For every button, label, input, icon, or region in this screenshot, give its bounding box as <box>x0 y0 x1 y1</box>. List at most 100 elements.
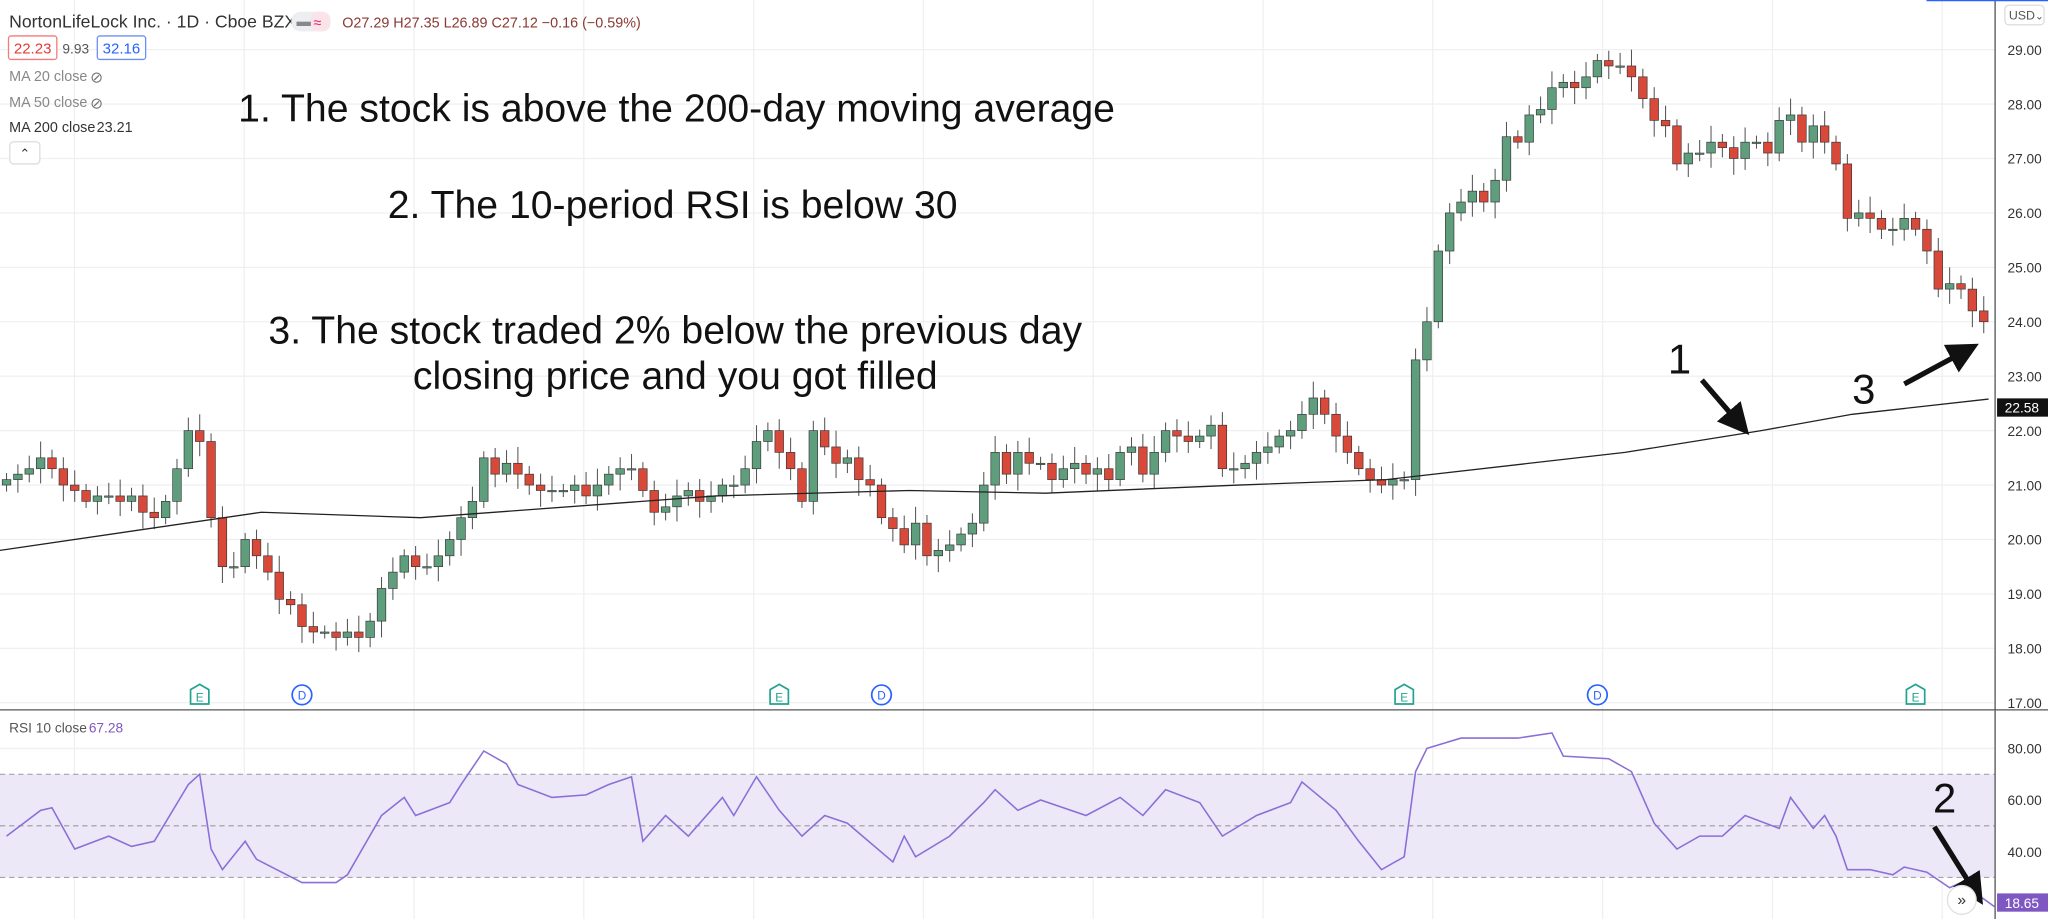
candle[interactable] <box>354 615 364 653</box>
candle[interactable] <box>1865 196 1875 234</box>
candle[interactable] <box>433 539 443 582</box>
indicator-ma50[interactable]: MA 50 close ⊘ <box>9 95 103 112</box>
candle[interactable] <box>888 507 898 542</box>
candle[interactable] <box>456 506 466 556</box>
candle[interactable] <box>820 417 830 456</box>
candle[interactable] <box>910 506 921 560</box>
candle[interactable] <box>1092 457 1103 491</box>
candle[interactable] <box>1285 420 1296 450</box>
candle[interactable] <box>1717 133 1728 158</box>
candle[interactable] <box>1410 348 1421 496</box>
candle[interactable] <box>58 457 68 502</box>
candle[interactable] <box>695 479 705 518</box>
candle[interactable] <box>729 475 739 499</box>
candle[interactable] <box>92 486 103 515</box>
candle[interactable] <box>1047 453 1057 493</box>
candle[interactable] <box>47 449 57 479</box>
candle[interactable] <box>660 493 671 521</box>
candle[interactable] <box>1513 130 1523 149</box>
candle[interactable] <box>1842 154 1853 232</box>
candle[interactable] <box>1183 421 1193 453</box>
price-pane[interactable] <box>1 49 1989 653</box>
candle[interactable] <box>967 513 978 548</box>
candle[interactable] <box>763 422 773 452</box>
candle[interactable] <box>683 482 693 506</box>
candle[interactable] <box>740 455 750 494</box>
candle[interactable] <box>558 483 568 498</box>
candle[interactable] <box>376 577 387 638</box>
candle[interactable] <box>388 557 398 600</box>
candle[interactable] <box>445 531 455 566</box>
candle[interactable] <box>229 551 239 579</box>
candle[interactable] <box>570 475 580 504</box>
earnings-marker[interactable]: E <box>189 683 210 705</box>
candle[interactable] <box>1365 458 1375 493</box>
candle[interactable] <box>206 433 216 528</box>
candle[interactable] <box>195 414 205 457</box>
candle[interactable] <box>1263 432 1273 464</box>
eye-crossed-icon[interactable]: ⊘ <box>90 95 103 112</box>
candle[interactable] <box>990 436 1000 500</box>
candle[interactable] <box>1274 429 1284 454</box>
bid-box[interactable]: 22.23 <box>7 35 58 61</box>
candle[interactable] <box>331 622 341 651</box>
candle[interactable] <box>513 446 523 489</box>
candle[interactable] <box>1922 219 1932 265</box>
candle[interactable] <box>854 446 864 496</box>
candle[interactable] <box>1013 440 1023 491</box>
candle[interactable] <box>717 478 728 503</box>
candle[interactable] <box>1354 445 1364 476</box>
candle[interactable] <box>1104 454 1114 492</box>
candle[interactable] <box>535 473 546 507</box>
candle[interactable] <box>1149 436 1159 489</box>
candle[interactable] <box>751 425 762 484</box>
candle[interactable] <box>1297 401 1307 439</box>
candle[interactable] <box>1445 203 1455 265</box>
rsi-axis[interactable]: 80.00 60.00 40.00 <box>2008 742 2043 860</box>
candle[interactable] <box>1672 119 1682 171</box>
candle[interactable] <box>1126 437 1137 466</box>
candle[interactable] <box>1422 307 1432 372</box>
candle[interactable] <box>524 465 534 495</box>
candle[interactable] <box>899 515 909 554</box>
candle[interactable] <box>1399 471 1409 490</box>
candle[interactable] <box>320 625 330 639</box>
candle[interactable] <box>1479 182 1489 212</box>
earnings-marker[interactable]: E <box>1905 683 1926 705</box>
candle[interactable] <box>1001 444 1012 484</box>
candle[interactable] <box>808 420 818 515</box>
candle[interactable] <box>626 454 637 481</box>
candle[interactable] <box>1024 437 1034 475</box>
candle[interactable] <box>1456 188 1466 222</box>
candle[interactable] <box>1433 244 1443 329</box>
candle[interactable] <box>70 470 80 502</box>
candle[interactable] <box>1320 389 1330 425</box>
candle[interactable] <box>1751 135 1762 149</box>
candle[interactable] <box>1035 456 1046 470</box>
dividend-marker[interactable]: D <box>1586 684 1609 706</box>
candle[interactable] <box>183 417 193 477</box>
candle[interactable] <box>1876 210 1887 240</box>
candle[interactable] <box>1785 98 1796 136</box>
candle[interactable] <box>422 553 432 575</box>
candle[interactable] <box>1797 106 1807 152</box>
candle[interactable] <box>1501 122 1512 192</box>
candle[interactable] <box>547 475 557 502</box>
candle[interactable] <box>1740 127 1750 170</box>
earnings-marker[interactable]: E <box>1394 683 1415 705</box>
candle[interactable] <box>1626 49 1637 92</box>
candle[interactable] <box>1331 402 1341 453</box>
candle[interactable] <box>1138 433 1148 483</box>
candle[interactable] <box>1615 52 1625 75</box>
candle[interactable] <box>1115 445 1125 487</box>
candle[interactable] <box>1490 168 1500 219</box>
candle[interactable] <box>1683 143 1693 177</box>
candle[interactable] <box>1172 419 1182 453</box>
symbol-title[interactable]: NortonLifeLock Inc. · 1D · Cboe BZX <box>9 11 296 31</box>
candle[interactable] <box>797 462 807 508</box>
collapse-legend-button[interactable]: ⌃ <box>9 141 41 165</box>
candle[interactable] <box>615 457 625 491</box>
candle[interactable] <box>1195 429 1205 449</box>
candle[interactable] <box>263 542 273 581</box>
